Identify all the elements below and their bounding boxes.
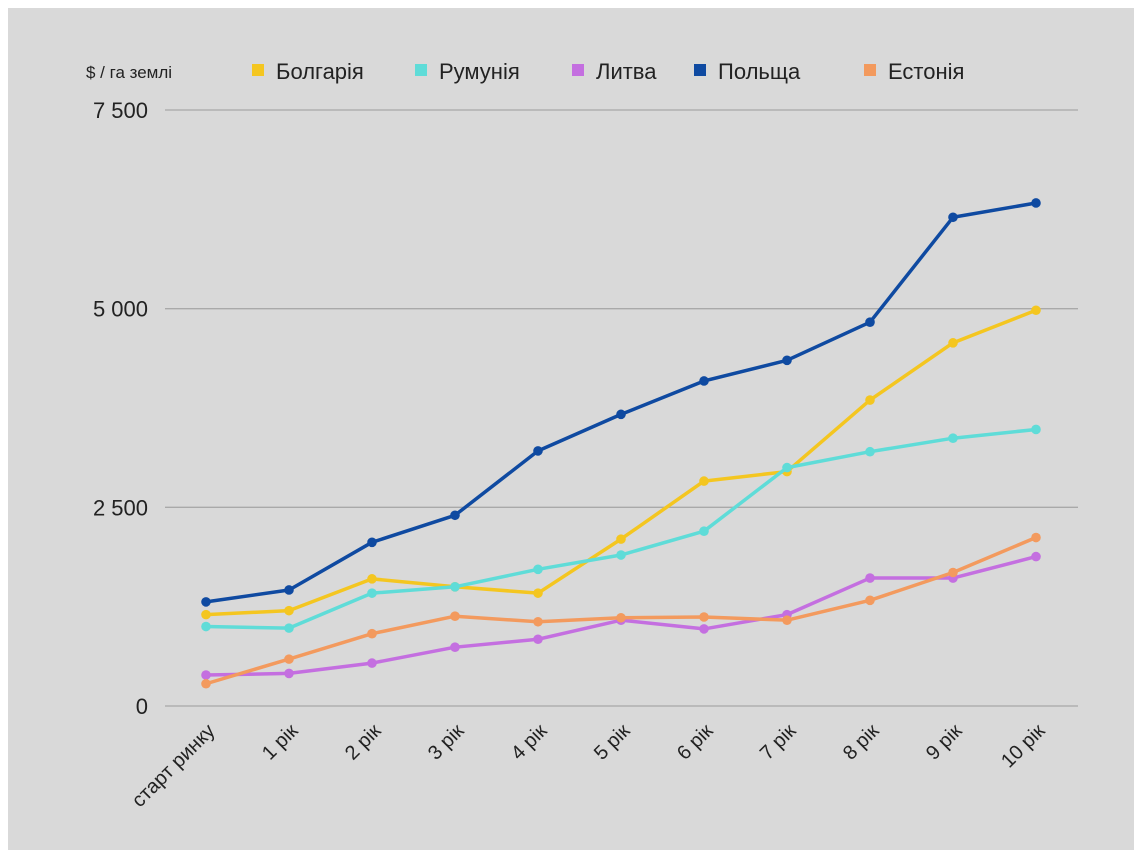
series-group xyxy=(201,198,1041,689)
series xyxy=(201,305,1041,620)
x-tick-label: 5 рік xyxy=(590,720,635,765)
data-point xyxy=(1031,305,1041,316)
data-point xyxy=(616,550,626,560)
data-point xyxy=(782,462,792,473)
data-point xyxy=(616,612,626,623)
data-point xyxy=(948,433,958,443)
series-line xyxy=(204,308,1038,617)
data-point xyxy=(865,395,875,405)
data-point xyxy=(367,537,377,548)
legend-item: Литва xyxy=(572,59,657,84)
legend-swatch xyxy=(572,64,584,76)
x-tick-label: 1 рік xyxy=(258,720,303,765)
data-point xyxy=(450,582,460,592)
data-point xyxy=(1031,424,1041,435)
series-line xyxy=(204,427,1038,630)
data-point xyxy=(367,574,377,584)
legend-swatch xyxy=(694,64,706,76)
x-tick-label: 9 рік xyxy=(922,720,967,765)
data-point xyxy=(284,585,294,595)
series xyxy=(201,532,1041,689)
data-point xyxy=(782,355,792,366)
legend-label: Польща xyxy=(718,59,801,84)
data-point xyxy=(1031,198,1041,208)
data-point xyxy=(616,534,626,544)
legend-swatch xyxy=(252,64,264,76)
data-point xyxy=(450,642,460,652)
x-tick-label: 6 рік xyxy=(673,720,718,765)
legend-label: Естонія xyxy=(888,59,964,84)
series xyxy=(201,198,1041,607)
legend-swatch xyxy=(864,64,876,76)
legend-item: Естонія xyxy=(864,59,964,84)
data-point xyxy=(948,338,958,348)
data-point xyxy=(367,588,377,598)
line-chart: 0 2 500 5 000 7 500 старт ринку 1 рік 2 рік 3 … xyxy=(86,59,1078,812)
legend-item: Болгарія xyxy=(252,59,364,84)
series xyxy=(201,424,1041,633)
x-tick-label: 4 рік xyxy=(507,720,552,765)
data-point xyxy=(450,510,460,521)
y-tick-label: 0 xyxy=(136,694,148,719)
x-tick-label: 7 рік xyxy=(756,720,801,765)
legend-label: Болгарія xyxy=(276,59,364,84)
data-point xyxy=(284,605,294,616)
y-tick-label: 7 500 xyxy=(93,98,148,123)
data-point xyxy=(1031,551,1041,562)
data-point xyxy=(450,611,460,622)
legend-label: Литва xyxy=(596,59,657,84)
data-point xyxy=(201,678,211,689)
x-axis-ticks: старт ринку 1 рік 2 рік 3 рік 4 рік 5 рік 6 рі… xyxy=(128,720,1050,812)
data-point xyxy=(616,409,626,420)
legend-label: Румунія xyxy=(439,59,520,84)
data-point xyxy=(533,616,543,627)
data-point xyxy=(865,446,875,457)
legend-swatch xyxy=(415,64,427,76)
data-point xyxy=(284,654,294,664)
data-point xyxy=(948,567,958,578)
data-point xyxy=(533,588,543,598)
data-point xyxy=(865,573,875,583)
data-point xyxy=(533,564,543,575)
data-point xyxy=(367,628,377,639)
data-point xyxy=(782,615,792,625)
legend-item: Польща xyxy=(694,59,801,84)
x-tick-label: старт ринку xyxy=(128,720,220,812)
y-tick-label: 5 000 xyxy=(93,297,148,322)
x-tick-label: 2 рік xyxy=(341,720,386,765)
data-point xyxy=(699,526,709,536)
legend: Болгарія Румунія Литва Польща Естонія xyxy=(252,59,964,84)
data-point xyxy=(699,476,709,486)
data-point xyxy=(699,612,709,622)
data-point xyxy=(201,597,211,607)
data-point xyxy=(284,668,294,679)
x-tick-label: 3 рік xyxy=(424,720,469,765)
chart-frame: 0 2 500 5 000 7 500 старт ринку 1 рік 2 рік 3 … xyxy=(8,8,1134,850)
data-point xyxy=(1031,532,1041,543)
data-point xyxy=(201,609,211,620)
y-axis-unit-label: $ / га землі xyxy=(86,63,172,82)
data-point xyxy=(948,212,958,223)
data-point xyxy=(865,595,875,606)
data-point xyxy=(201,621,211,632)
gridlines xyxy=(165,109,1078,707)
data-point xyxy=(699,376,709,386)
x-tick-label: 8 рік xyxy=(839,720,884,765)
data-point xyxy=(533,634,543,645)
x-tick-label: 10 рік xyxy=(997,720,1050,773)
legend-item: Румунія xyxy=(415,59,520,84)
data-point xyxy=(284,623,294,633)
data-point xyxy=(367,658,377,668)
data-point xyxy=(865,317,875,327)
data-point xyxy=(201,670,211,680)
y-axis-ticks: 0 2 500 5 000 7 500 xyxy=(93,98,148,719)
data-point xyxy=(533,446,543,456)
y-tick-label: 2 500 xyxy=(93,495,148,520)
data-point xyxy=(699,624,709,634)
